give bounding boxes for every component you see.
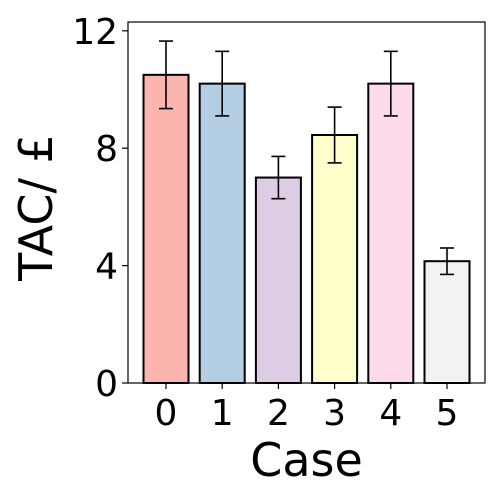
y-tick-label: 4 [95, 247, 118, 288]
y-axis-ticks: 0 4 8 12 [72, 12, 128, 405]
bar-case-5 [423, 260, 471, 384]
x-tick-label: 1 [211, 393, 234, 434]
error-bar-case-3 [327, 106, 342, 164]
bar-case-0 [142, 73, 190, 385]
bar-case-3 [311, 133, 359, 384]
bar-case-4 [367, 82, 415, 384]
error-bar-case-1 [215, 50, 230, 117]
y-axis-label: TAC/ £ [9, 134, 63, 282]
x-tick-label: 2 [267, 393, 290, 434]
error-bar-case-4 [383, 50, 398, 117]
y-tick-label: 8 [95, 129, 118, 170]
bar-case-2 [254, 176, 302, 384]
bar-case-1 [198, 82, 246, 384]
x-tick-label: 5 [436, 393, 459, 434]
x-tick-label: 4 [379, 393, 402, 434]
error-bars-layer [159, 40, 454, 276]
plot-frame [127, 21, 486, 384]
x-tick-label: 3 [323, 393, 346, 434]
error-bar-case-5 [440, 247, 454, 276]
bars-layer [142, 73, 471, 385]
x-axis-label: Case [250, 433, 363, 487]
error-bar-case-2 [271, 155, 286, 200]
y-tick-label: 0 [95, 364, 118, 405]
y-tick-label: 12 [72, 12, 118, 53]
x-tick-label: 0 [155, 393, 178, 434]
error-bar-case-0 [159, 40, 173, 110]
